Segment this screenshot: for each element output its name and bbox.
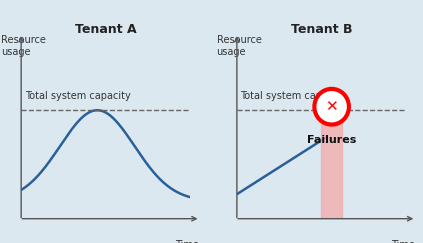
Text: Resource
usage: Resource usage <box>1 35 46 57</box>
Title: Tenant A: Tenant A <box>75 23 137 36</box>
Circle shape <box>313 87 350 126</box>
Text: Resource
usage: Resource usage <box>217 35 261 57</box>
Text: Total system capacity: Total system capacity <box>240 91 346 102</box>
Text: ✕: ✕ <box>325 99 338 114</box>
Title: Tenant B: Tenant B <box>291 23 352 36</box>
Text: Total system capacity: Total system capacity <box>25 91 130 102</box>
Circle shape <box>317 92 346 122</box>
Bar <box>321 108 342 219</box>
Text: Failures: Failures <box>307 135 356 145</box>
Text: Time: Time <box>391 240 415 243</box>
Text: Time: Time <box>175 240 199 243</box>
